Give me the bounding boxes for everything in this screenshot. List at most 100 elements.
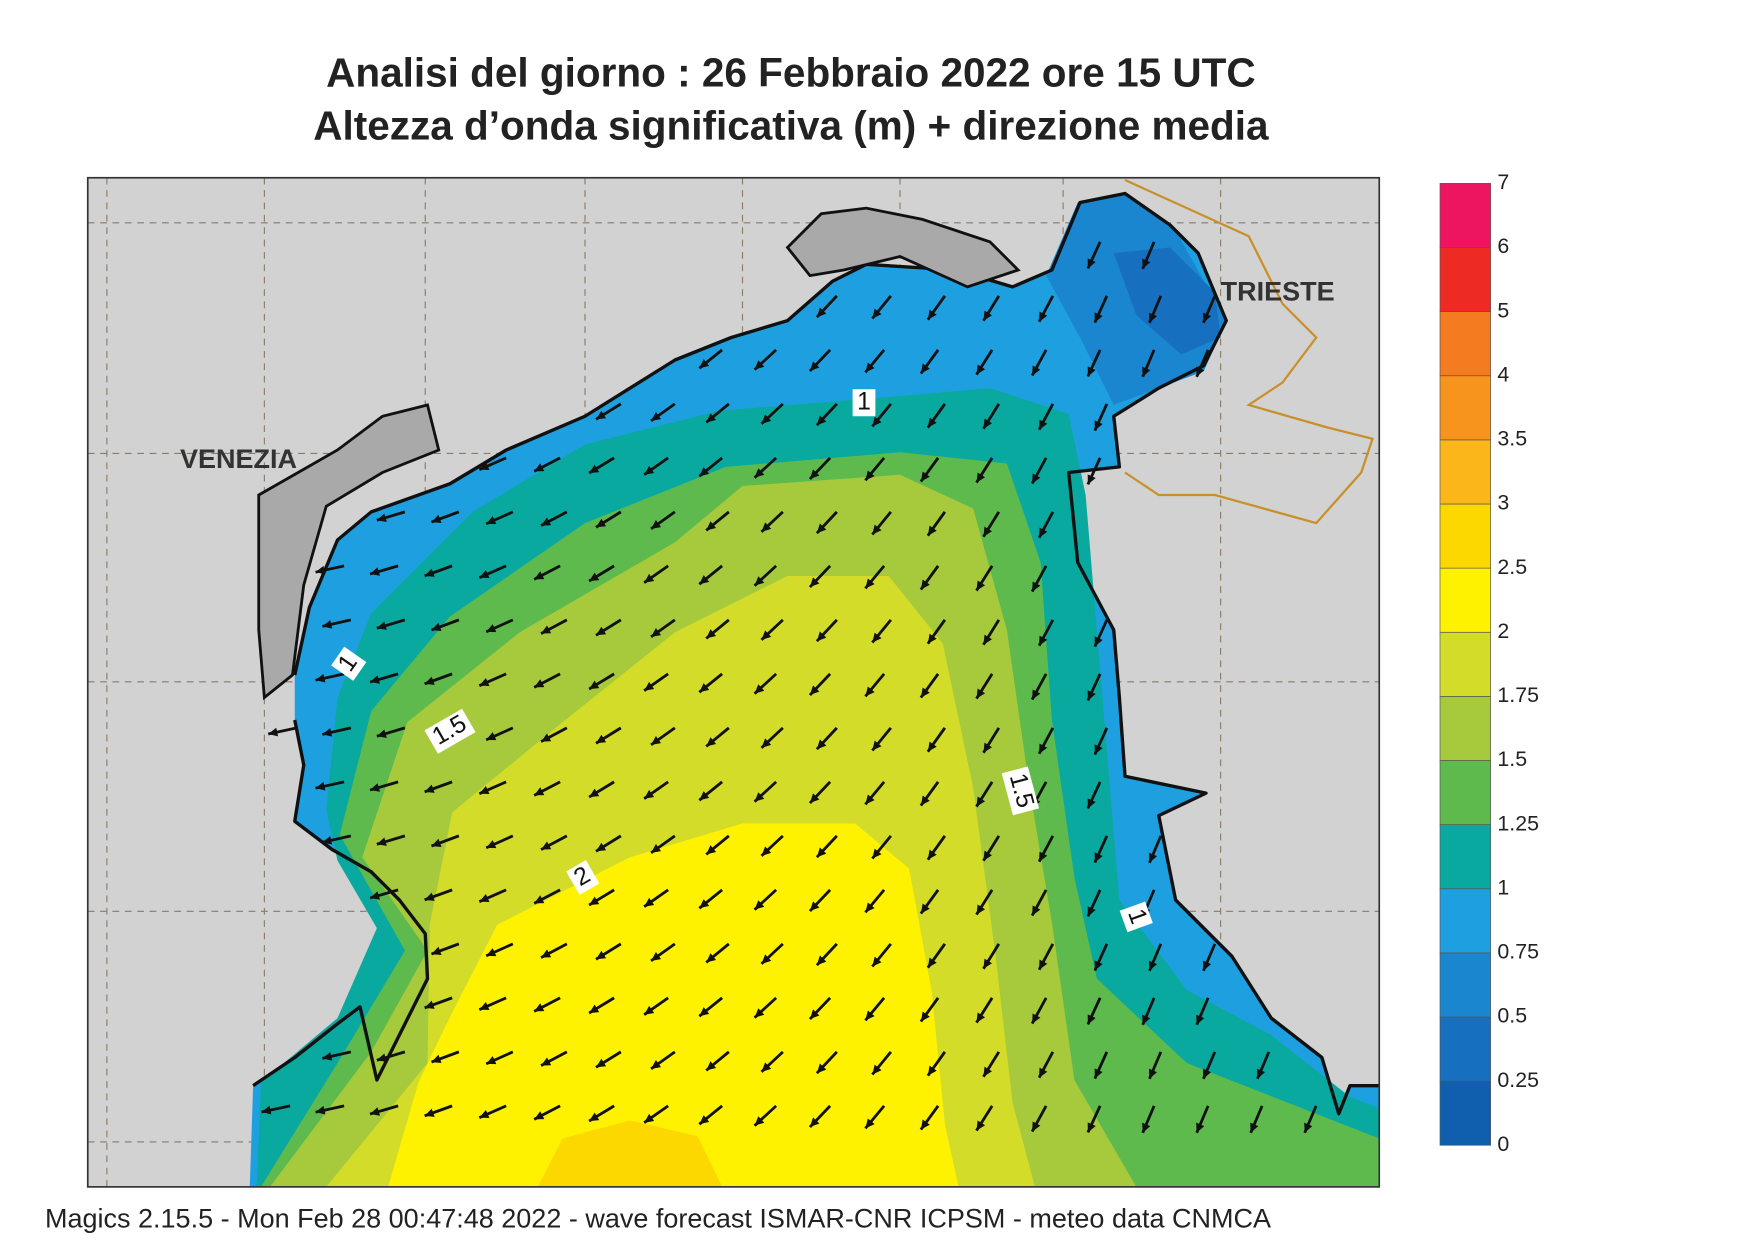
arrow-head — [872, 308, 882, 319]
arrow-head — [976, 904, 986, 915]
arrow-head — [534, 787, 545, 796]
colorbar-swatch — [1439, 1016, 1491, 1082]
arrow-head — [595, 734, 607, 744]
arrow-head — [486, 948, 497, 957]
arrow-head — [699, 683, 710, 693]
arrow-head — [486, 1056, 497, 1065]
arrow-head — [706, 629, 717, 639]
colorbar-swatch — [1439, 567, 1491, 633]
arrow-head — [872, 1064, 882, 1075]
arrow-head — [920, 687, 930, 698]
arrow-head — [644, 789, 655, 799]
arrow-head — [651, 412, 662, 421]
arrow-head — [1087, 1122, 1096, 1133]
arrow-head — [424, 676, 435, 685]
arrow-head — [927, 417, 937, 428]
arrow-head — [865, 1010, 875, 1021]
arrow-head — [1094, 852, 1103, 863]
arrow-head — [1094, 636, 1103, 647]
colorbar-tick-label: 7 — [1497, 170, 1509, 194]
contour-label-box — [424, 708, 476, 754]
arrow-head — [1148, 852, 1158, 863]
arrow-head — [1202, 960, 1212, 971]
arrow-head — [706, 521, 717, 531]
arrow-head — [809, 1009, 820, 1020]
arrow-head — [589, 680, 600, 690]
subtitle: Altezza d’onda significativa (m) + direz… — [313, 103, 1269, 149]
arrow-head — [754, 792, 765, 802]
arrow-head — [1094, 312, 1103, 323]
arrow-head — [479, 1001, 490, 1011]
arrow-head — [865, 362, 875, 373]
arrow-head — [865, 578, 875, 589]
arrow-head — [754, 1008, 765, 1018]
arrow-head — [1256, 1068, 1266, 1079]
arrow-head — [927, 309, 937, 320]
arrow-head — [534, 571, 545, 580]
arrow-head — [595, 410, 607, 420]
arrow-head — [1142, 366, 1151, 377]
arrow-head — [976, 1120, 986, 1131]
colorbar-swatch — [1439, 1080, 1491, 1146]
colorbar-tick-label: 3.5 — [1497, 427, 1527, 451]
arrow-head — [865, 1118, 875, 1129]
arrow-head — [872, 740, 882, 751]
contour-label-text: 1 — [857, 388, 871, 415]
arrow-head — [1087, 1014, 1096, 1025]
arrow-head — [754, 1116, 765, 1126]
contour-label-box — [852, 389, 876, 417]
arrow-head — [809, 1117, 820, 1128]
arrow-head — [699, 791, 710, 801]
arrow-head — [761, 954, 772, 964]
arrow-head — [589, 572, 600, 582]
arrow-head — [322, 620, 333, 629]
arrow-head — [376, 621, 387, 630]
arrow-head — [983, 418, 992, 429]
arrow-head — [706, 413, 717, 423]
arrow-head — [431, 838, 442, 848]
arrow-head — [816, 1063, 827, 1074]
arrow-head — [1032, 689, 1041, 700]
arrow-head — [920, 903, 930, 914]
border — [1124, 178, 1374, 525]
arrow-head — [1142, 1014, 1151, 1025]
map-frame — [86, 176, 1381, 1188]
arrow-head — [865, 794, 875, 805]
colorbar-swatch — [1439, 760, 1491, 825]
colorbar-tick-label: 1 — [1497, 875, 1509, 899]
arrow-head — [541, 841, 552, 850]
wave-band — [388, 823, 959, 1187]
colorbar-swatch — [1439, 375, 1491, 441]
arrow-head — [651, 952, 662, 961]
arrow-head — [983, 850, 992, 861]
arrow-head — [706, 953, 717, 963]
arrow-head — [315, 673, 326, 683]
arrow-head — [534, 1003, 545, 1012]
arrow-head — [644, 465, 655, 475]
arrow-head — [872, 416, 882, 427]
arrow-head — [486, 840, 497, 849]
wave-direction-arrows — [261, 241, 1318, 1134]
arrow-head — [376, 729, 387, 738]
colorbar-swatch — [1439, 247, 1491, 312]
arrow-head — [927, 633, 937, 644]
arrow-head — [1039, 527, 1048, 538]
arrow-head — [920, 579, 930, 590]
arrow-head — [376, 513, 387, 522]
arrow-head — [809, 469, 820, 480]
colorbar-tick-label: 0.25 — [1497, 1068, 1539, 1092]
title: Analisi del giorno : 26 Febbraio 2022 or… — [326, 50, 1256, 96]
arrow-head — [699, 575, 710, 585]
colorbar-tick-label: 3 — [1497, 491, 1509, 515]
coastline — [252, 719, 430, 1088]
arrow-head — [595, 1058, 607, 1068]
arrow-head — [761, 414, 772, 424]
arrow-head — [541, 517, 552, 526]
arrow-head — [424, 784, 435, 793]
arrow-head — [1039, 743, 1048, 754]
arrow-head — [1032, 1121, 1041, 1132]
arrow-head — [1039, 311, 1048, 322]
arrow-head — [424, 892, 435, 901]
colorbar-tick-label: 0.75 — [1497, 940, 1539, 964]
arrow-head — [1039, 851, 1048, 862]
